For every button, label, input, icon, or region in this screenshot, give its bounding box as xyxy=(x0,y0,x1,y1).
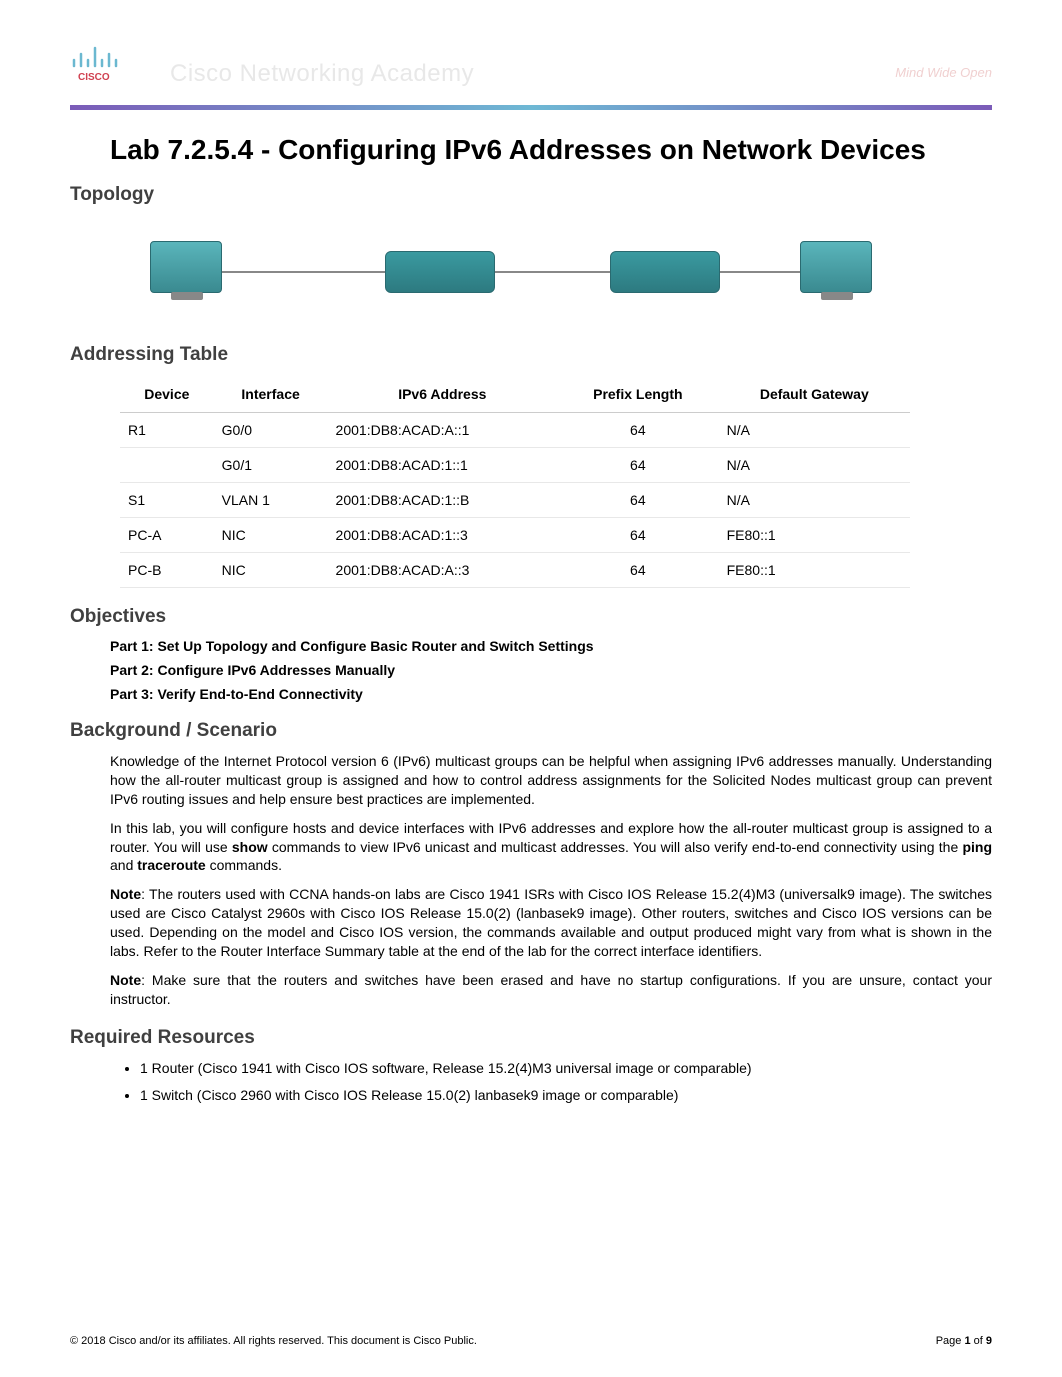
topology-cable xyxy=(720,271,800,273)
footer-page-indicator: Page 1 of 9 xyxy=(936,1335,992,1347)
background-paragraph: Note: The routers used with CCNA hands-o… xyxy=(110,885,992,961)
table-row: PC-BNIC2001:DB8:ACAD:A::364FE80::1 xyxy=(120,553,910,588)
topology-diagram xyxy=(120,216,880,326)
table-cell: 2001:DB8:ACAD:A::3 xyxy=(328,553,558,588)
objective-item: Part 2: Configure IPv6 Addresses Manuall… xyxy=(110,662,992,678)
topology-pc-b xyxy=(150,241,222,293)
section-topology: Topology xyxy=(70,184,992,206)
table-cell: VLAN 1 xyxy=(214,483,328,518)
table-cell: 2001:DB8:ACAD:1::B xyxy=(328,483,558,518)
topology-cable xyxy=(495,271,610,273)
table-cell: 2001:DB8:ACAD:A::1 xyxy=(328,413,558,448)
section-objectives: Objectives xyxy=(70,606,992,628)
table-cell: 64 xyxy=(557,518,719,553)
col-interface: Interface xyxy=(214,376,328,413)
table-cell: FE80::1 xyxy=(719,518,910,553)
table-cell: N/A xyxy=(719,448,910,483)
col-prefix: Prefix Length xyxy=(557,376,719,413)
objective-item: Part 1: Set Up Topology and Configure Ba… xyxy=(110,638,992,654)
col-device: Device xyxy=(120,376,214,413)
svg-text:CISCO: CISCO xyxy=(78,72,110,82)
table-cell: 64 xyxy=(557,553,719,588)
table-cell xyxy=(120,448,214,483)
objective-item: Part 3: Verify End-to-End Connectivity xyxy=(110,686,992,702)
table-cell: N/A xyxy=(719,413,910,448)
cisco-logo-icon: CISCO xyxy=(70,40,126,82)
table-cell: 2001:DB8:ACAD:1::3 xyxy=(328,518,558,553)
section-background: Background / Scenario xyxy=(70,720,992,742)
table-row: G0/12001:DB8:ACAD:1::164N/A xyxy=(120,448,910,483)
table-cell: 64 xyxy=(557,483,719,518)
col-gateway: Default Gateway xyxy=(719,376,910,413)
table-cell: S1 xyxy=(120,483,214,518)
col-ipv6: IPv6 Address xyxy=(328,376,558,413)
required-resource-item: 1 Router (Cisco 1941 with Cisco IOS soft… xyxy=(140,1059,992,1078)
table-cell: N/A xyxy=(719,483,910,518)
table-cell: PC-A xyxy=(120,518,214,553)
mind-wide-open-text: Mind Wide Open xyxy=(895,65,992,80)
header-divider xyxy=(70,105,992,110)
table-cell: NIC xyxy=(214,518,328,553)
table-cell: FE80::1 xyxy=(719,553,910,588)
background-paragraph: In this lab, you will configure hosts an… xyxy=(110,819,992,876)
table-row: R1G0/02001:DB8:ACAD:A::164N/A xyxy=(120,413,910,448)
background-paragraph: Note: Make sure that the routers and swi… xyxy=(110,971,992,1009)
section-required: Required Resources xyxy=(70,1027,992,1049)
table-header-row: Device Interface IPv6 Address Prefix Len… xyxy=(120,376,910,413)
table-cell: NIC xyxy=(214,553,328,588)
table-row: S1VLAN 12001:DB8:ACAD:1::B64N/A xyxy=(120,483,910,518)
footer-copyright: © 2018 Cisco and/or its affiliates. All … xyxy=(70,1335,477,1347)
header-bar: CISCO Cisco Networking Academy Mind Wide… xyxy=(70,40,992,100)
table-cell: PC-B xyxy=(120,553,214,588)
addressing-table: Device Interface IPv6 Address Prefix Len… xyxy=(120,376,910,588)
background-paragraph: Knowledge of the Internet Protocol versi… xyxy=(110,752,992,809)
table-cell: G0/1 xyxy=(214,448,328,483)
topology-cable xyxy=(222,271,385,273)
topology-switch-s1 xyxy=(610,251,720,293)
page-container: CISCO Cisco Networking Academy Mind Wide… xyxy=(0,0,1062,1377)
table-cell: R1 xyxy=(120,413,214,448)
topology-pc-a xyxy=(800,241,872,293)
section-addressing-table: Addressing Table xyxy=(70,344,992,366)
table-row: PC-ANIC2001:DB8:ACAD:1::364FE80::1 xyxy=(120,518,910,553)
page-footer: © 2018 Cisco and/or its affiliates. All … xyxy=(70,1335,992,1347)
table-cell: 64 xyxy=(557,413,719,448)
table-cell: 64 xyxy=(557,448,719,483)
table-cell: 2001:DB8:ACAD:1::1 xyxy=(328,448,558,483)
required-resource-item: 1 Switch (Cisco 2960 with Cisco IOS Rele… xyxy=(140,1086,992,1105)
table-cell: G0/0 xyxy=(214,413,328,448)
topology-router-r1 xyxy=(385,251,495,293)
lab-title: Lab 7.2.5.4 - Configuring IPv6 Addresses… xyxy=(110,134,992,166)
netacad-title: Cisco Networking Academy xyxy=(170,60,474,88)
